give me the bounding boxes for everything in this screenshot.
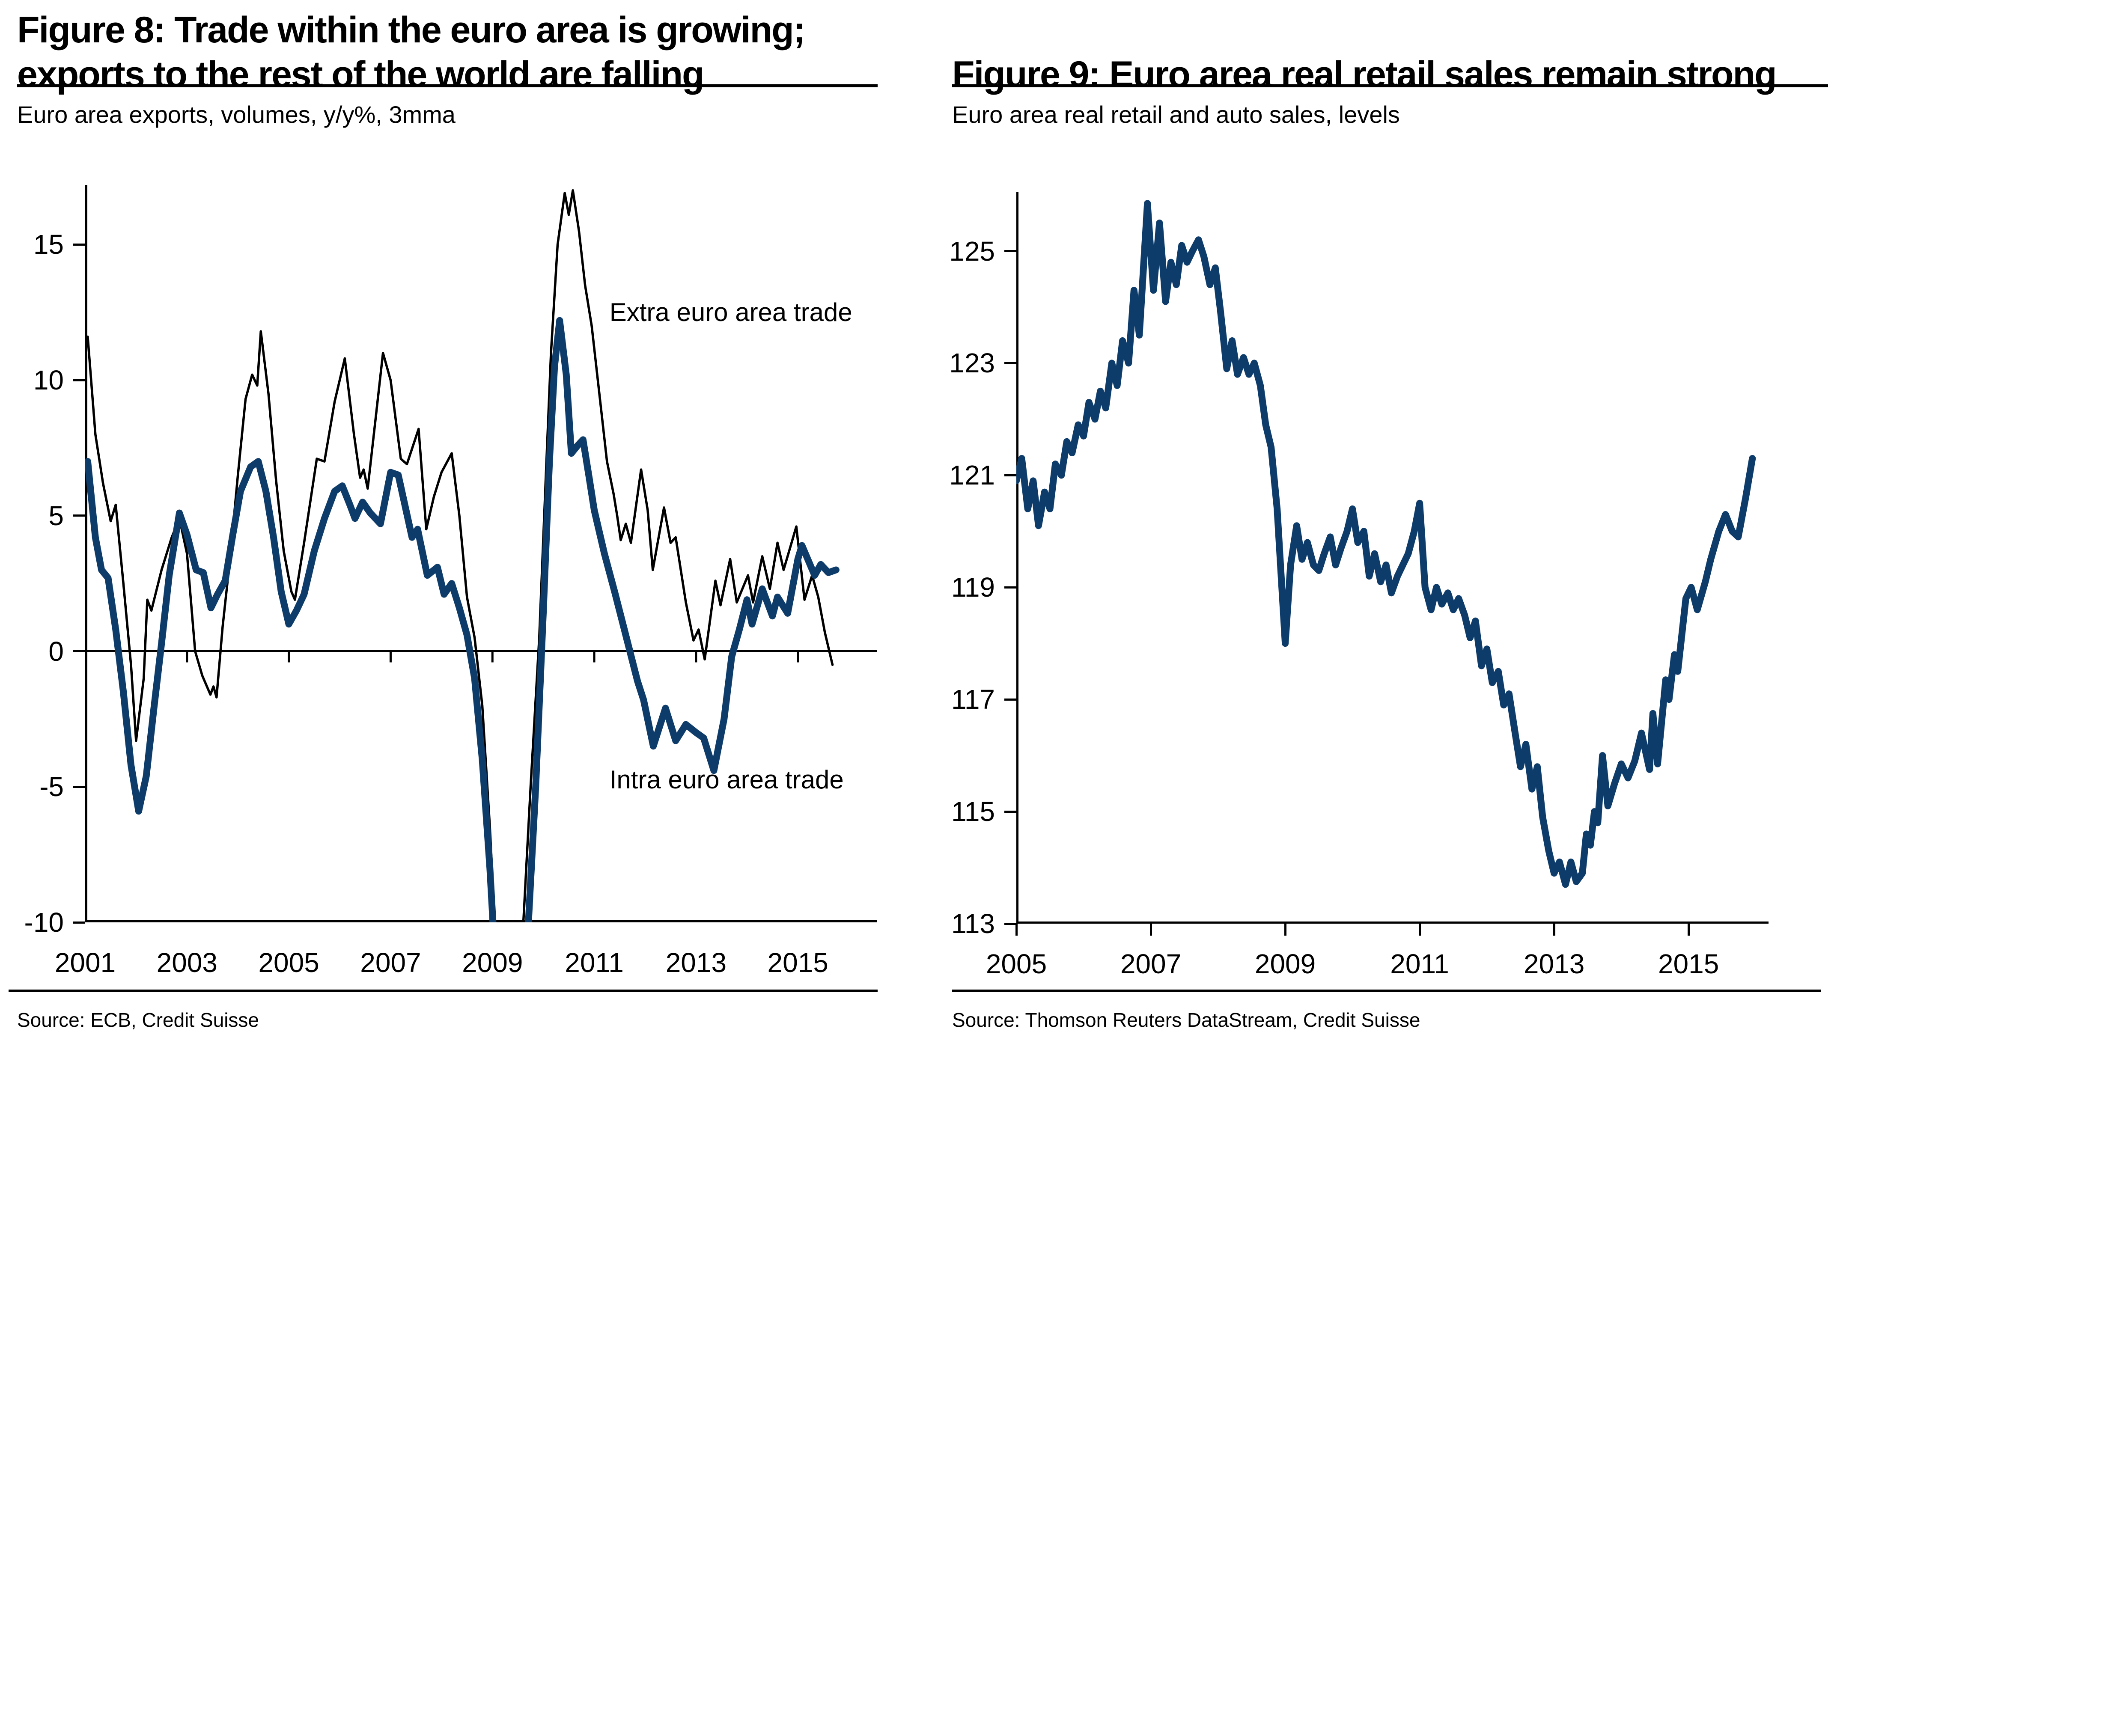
x-axis-tick-label: 2003 bbox=[156, 947, 217, 978]
x-axis-tick-label: 2009 bbox=[462, 947, 523, 978]
y-axis-tick bbox=[1004, 698, 1016, 701]
y-axis-tick-label: 117 bbox=[951, 684, 995, 715]
y-axis-tick bbox=[73, 921, 85, 924]
y-axis-tick-label: 125 bbox=[949, 235, 995, 267]
x-axis-tick-label: 2015 bbox=[767, 947, 828, 978]
x-axis-tick bbox=[1553, 924, 1555, 936]
figure-8-bottom-rule bbox=[9, 990, 878, 992]
x-axis-tick-label: 2015 bbox=[1658, 948, 1719, 979]
y-axis-tick bbox=[73, 243, 85, 246]
x-axis-tick bbox=[1015, 924, 1018, 936]
series-line-0 bbox=[1016, 200, 1756, 888]
x-axis-tick-label: 2011 bbox=[565, 947, 624, 978]
y-axis-tick-label: 5 bbox=[48, 500, 64, 531]
series-line-0 bbox=[86, 189, 834, 922]
y-axis-tick bbox=[1004, 250, 1016, 252]
y-axis-tick bbox=[73, 379, 85, 381]
y-axis-tick bbox=[73, 785, 85, 788]
figure-8-title-line1: Figure 8: Trade within the euro area is … bbox=[17, 9, 805, 51]
figure-8-subtitle: Euro area exports, volumes, y/y%, 3mma bbox=[17, 101, 456, 128]
x-axis-tick-label: 2009 bbox=[1254, 948, 1316, 979]
series-label-extra-euro-area-trade: Extra euro area trade bbox=[609, 297, 852, 327]
y-axis-tick-label: -5 bbox=[39, 771, 64, 803]
y-axis-tick-label: 123 bbox=[949, 348, 995, 379]
x-axis-tick-label: 2011 bbox=[1390, 948, 1449, 979]
y-axis-tick-label: 15 bbox=[33, 229, 64, 260]
figure-9-title-rule bbox=[952, 84, 1828, 87]
x-axis-tick-label: 2001 bbox=[54, 947, 116, 978]
figure-9-source: Source: Thomson Reuters DataStream, Cred… bbox=[952, 1009, 1420, 1031]
plot-area bbox=[85, 185, 877, 922]
figure-8-chart: Extra euro area trade Intra euro area tr… bbox=[24, 185, 877, 978]
y-axis-tick bbox=[73, 650, 85, 653]
y-axis-tick-label: 119 bbox=[951, 572, 995, 603]
y-axis-tick-label: 115 bbox=[951, 796, 995, 827]
y-axis-tick bbox=[73, 514, 85, 517]
y-axis-tick-label: 121 bbox=[949, 460, 995, 491]
x-axis-tick-label: 2013 bbox=[1523, 948, 1585, 979]
x-axis-tick-label: 2007 bbox=[1120, 948, 1182, 979]
y-axis-tick-label: 0 bbox=[48, 636, 64, 667]
y-axis-tick bbox=[1004, 362, 1016, 364]
figure-9-chart: 125 123 121 119 117 115 113 2005 2007 2009 2011 201… bbox=[949, 192, 1769, 979]
figure-9-bottom-rule bbox=[952, 990, 1821, 992]
plot-area bbox=[1016, 192, 1769, 924]
figure-8-title-rule bbox=[17, 84, 878, 87]
x-axis-tick-label: 2005 bbox=[258, 947, 319, 978]
y-axis-tick bbox=[1004, 810, 1016, 813]
x-axis-tick-label: 2007 bbox=[360, 947, 421, 978]
y-axis-tick-label: 10 bbox=[33, 365, 64, 396]
x-axis-tick-label: 2013 bbox=[665, 947, 727, 978]
x-axis-tick bbox=[1418, 924, 1421, 936]
y-axis-tick-label: -10 bbox=[24, 907, 64, 938]
y-axis-tick-label: 113 bbox=[951, 908, 995, 939]
figure-8-title-line2: exports to the rest of the world are fal… bbox=[17, 54, 705, 95]
y-axis-tick bbox=[1004, 474, 1016, 476]
x-axis-tick-label: 2005 bbox=[986, 948, 1047, 979]
x-axis-tick bbox=[1284, 924, 1286, 936]
y-axis-tick bbox=[1004, 922, 1016, 925]
figure-8-source: Source: ECB, Credit Suisse bbox=[17, 1009, 259, 1031]
figure-9-title: Figure 9: Euro area real retail sales re… bbox=[952, 54, 1777, 95]
y-axis-tick bbox=[1004, 586, 1016, 589]
series-label-intra-euro-area-trade: Intra euro area trade bbox=[609, 765, 844, 794]
x-axis-tick bbox=[1687, 924, 1690, 936]
x-axis-tick bbox=[1149, 924, 1152, 936]
series-line-1 bbox=[85, 317, 840, 922]
figure-9-subtitle: Euro area real retail and auto sales, le… bbox=[952, 101, 1400, 128]
